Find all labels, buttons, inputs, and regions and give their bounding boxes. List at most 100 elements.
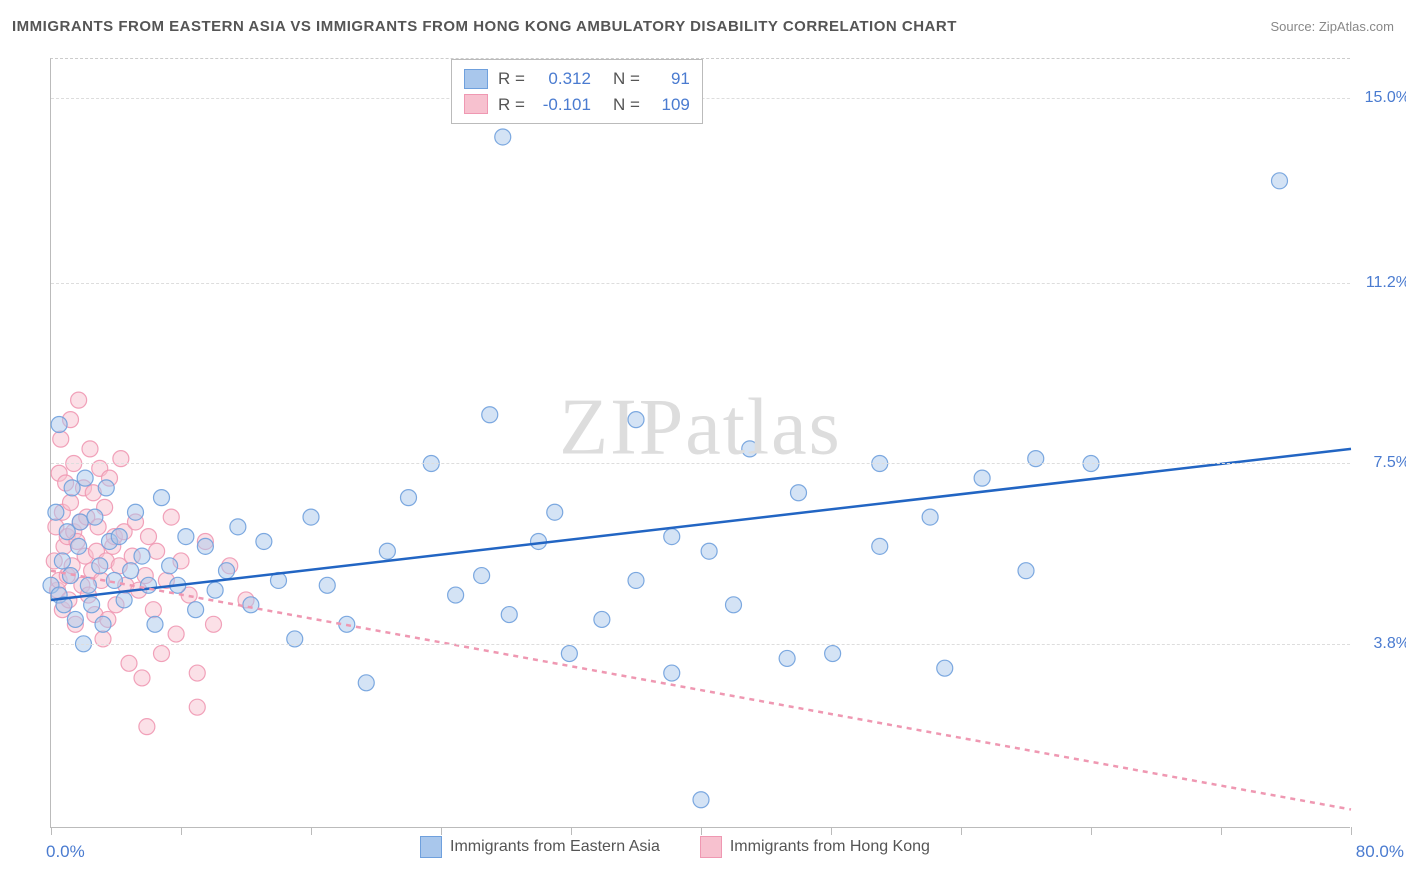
bottom-legend: Immigrants from Eastern Asia Immigrants f… [420, 836, 930, 858]
data-point [63, 494, 79, 510]
data-point [701, 543, 717, 559]
data-point [693, 792, 709, 808]
x-max-label: 80.0% [1356, 842, 1404, 862]
data-point [128, 504, 144, 520]
x-tick [1351, 827, 1352, 835]
data-point [1272, 173, 1288, 189]
data-point [48, 504, 64, 520]
data-point [188, 602, 204, 618]
series-swatch [464, 94, 488, 114]
source-label: Source: [1270, 19, 1318, 34]
data-point [178, 529, 194, 545]
data-point [922, 509, 938, 525]
data-point [53, 431, 69, 447]
data-point [121, 655, 137, 671]
stats-row: R =0.312N =91 [464, 66, 690, 92]
data-point [319, 577, 335, 593]
x-tick [701, 827, 702, 835]
data-point [149, 543, 165, 559]
data-point [726, 597, 742, 613]
data-point [501, 607, 517, 623]
source-attribution: Source: ZipAtlas.com [1270, 19, 1394, 34]
legend-item: Immigrants from Eastern Asia [420, 836, 660, 858]
legend-swatch [700, 836, 722, 858]
n-label: N = [613, 92, 640, 118]
data-point [358, 675, 374, 691]
data-point [51, 417, 67, 433]
data-point [116, 592, 132, 608]
data-point [134, 548, 150, 564]
legend-swatch [420, 836, 442, 858]
n-value: 91 [650, 66, 690, 92]
chart-title: IMMIGRANTS FROM EASTERN ASIA VS IMMIGRAN… [12, 18, 957, 35]
data-point [628, 572, 644, 588]
data-point [95, 616, 111, 632]
data-point [206, 616, 222, 632]
chart-svg [51, 59, 1350, 827]
r-value: -0.101 [535, 92, 591, 118]
x-tick [1221, 827, 1222, 835]
legend-item: Immigrants from Hong Kong [700, 836, 930, 858]
x-tick [51, 827, 52, 835]
data-point [495, 129, 511, 145]
title-bar: IMMIGRANTS FROM EASTERN ASIA VS IMMIGRAN… [12, 12, 1394, 40]
data-point [154, 490, 170, 506]
series-swatch [464, 69, 488, 89]
legend-label: Immigrants from Hong Kong [730, 838, 930, 856]
data-point [106, 572, 122, 588]
n-value: 109 [650, 92, 690, 118]
r-label: R = [498, 92, 525, 118]
data-point [141, 529, 157, 545]
data-point [664, 529, 680, 545]
data-point [71, 392, 87, 408]
data-point [163, 509, 179, 525]
data-point [448, 587, 464, 603]
stats-legend-box: R = 0.312 N = 91R = -0.101 N = 109 [451, 59, 703, 124]
data-point [77, 470, 93, 486]
data-point [141, 577, 157, 593]
data-point [937, 660, 953, 676]
data-point [98, 480, 114, 496]
data-point [664, 665, 680, 681]
data-point [872, 538, 888, 554]
x-tick [311, 827, 312, 835]
x-min-label: 0.0% [46, 842, 85, 862]
data-point [123, 563, 139, 579]
data-point [147, 616, 163, 632]
data-point [207, 582, 223, 598]
data-point [72, 514, 88, 530]
stats-row: R = -0.101 N = 109 [464, 92, 690, 118]
x-tick [1091, 827, 1092, 835]
y-tick-label: 3.8% [1374, 635, 1406, 653]
gridline-h [51, 644, 1350, 645]
data-point [482, 407, 498, 423]
data-point [197, 538, 213, 554]
data-point [189, 665, 205, 681]
data-point [154, 646, 170, 662]
x-tick [181, 827, 182, 835]
data-point [303, 509, 319, 525]
data-point [974, 470, 990, 486]
data-point [134, 670, 150, 686]
data-point [145, 602, 161, 618]
data-point [92, 558, 108, 574]
data-point [189, 699, 205, 715]
data-point [168, 626, 184, 642]
r-label: R = [498, 66, 525, 92]
data-point [219, 563, 235, 579]
data-point [162, 558, 178, 574]
x-tick [961, 827, 962, 835]
data-point [594, 611, 610, 627]
data-point [825, 646, 841, 662]
data-point [779, 650, 795, 666]
data-point [111, 529, 127, 545]
data-point [628, 412, 644, 428]
data-point [87, 509, 103, 525]
x-tick [831, 827, 832, 835]
data-point [71, 538, 87, 554]
r-value: 0.312 [535, 66, 591, 92]
x-tick [441, 827, 442, 835]
data-point [791, 485, 807, 501]
data-point [82, 441, 98, 457]
data-point [139, 719, 155, 735]
